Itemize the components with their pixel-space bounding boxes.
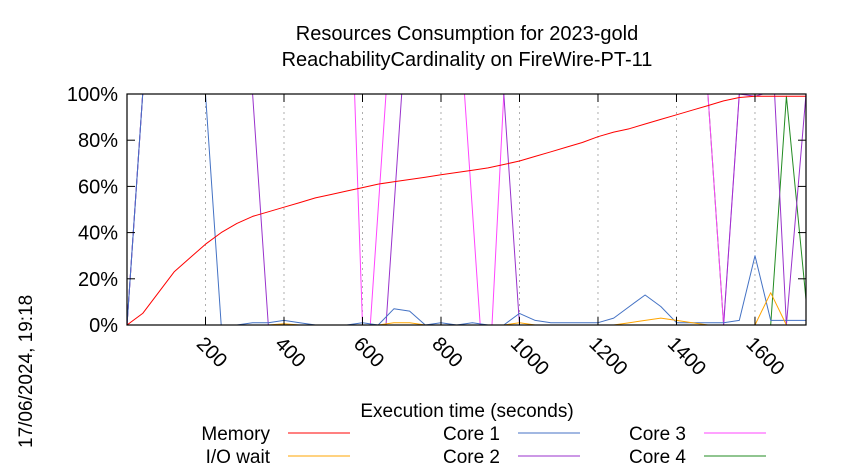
x-tick-label: 1400 xyxy=(663,333,710,380)
chart-title-line1: Resources Consumption for 2023-gold xyxy=(296,23,638,45)
chart-title-line2: ReachabilityCardinality on FireWire-PT-1… xyxy=(282,49,653,71)
x-tick-label: 1200 xyxy=(584,333,631,380)
x-tick-label: 1600 xyxy=(741,333,788,380)
x-tick-label: 1000 xyxy=(506,333,553,380)
timestamp: 17/06/2024, 19:18 xyxy=(16,295,37,448)
series-line-core-3 xyxy=(126,93,806,326)
ticks: 200 400 600 800 1000 1200 1400 1600 0% 20% 40% 60% 8… xyxy=(67,84,806,380)
legend-label: Core 4 xyxy=(629,447,686,468)
legend-label: I/O wait xyxy=(206,447,271,468)
y-tick-label: 40% xyxy=(78,223,118,245)
y-tick-label: 80% xyxy=(78,130,118,152)
series-line-memory xyxy=(126,95,806,326)
y-tick-label: 100% xyxy=(67,84,118,106)
x-axis-label: Execution time (seconds) xyxy=(360,401,573,422)
y-tick-label: 60% xyxy=(78,176,118,198)
grid xyxy=(205,94,756,325)
legend-label: Core 3 xyxy=(629,424,686,445)
x-tick-label: 200 xyxy=(192,333,231,372)
legend-label: Core 1 xyxy=(443,424,500,445)
x-tick-label: 600 xyxy=(349,333,388,372)
y-tick-label: 0% xyxy=(89,315,118,337)
series-layer xyxy=(126,93,807,326)
x-tick-label: 400 xyxy=(270,333,309,372)
x-tick-label: 800 xyxy=(427,333,466,372)
series-line-i-o-wait xyxy=(127,292,806,326)
plot-frame xyxy=(126,93,807,326)
legend-label: Memory xyxy=(201,424,270,445)
y-tick-label: 20% xyxy=(78,269,118,291)
legend-label: Core 2 xyxy=(443,447,500,468)
